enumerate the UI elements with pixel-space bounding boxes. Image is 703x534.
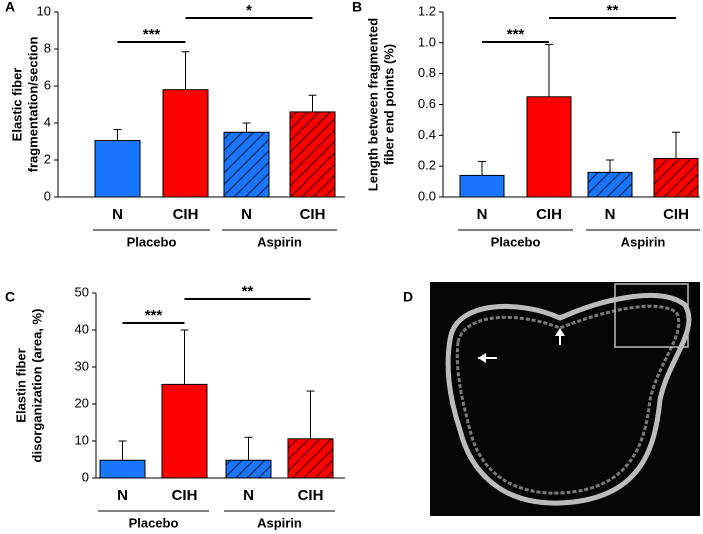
panel-label: B xyxy=(352,0,362,15)
bar xyxy=(587,171,633,198)
x-tick-label: CIH xyxy=(300,206,326,223)
significance-label: * xyxy=(246,2,252,19)
significance-label: ** xyxy=(242,283,254,300)
group-label: Placebo xyxy=(491,234,541,249)
y-tick-label: 40 xyxy=(75,321,89,336)
bar xyxy=(289,111,336,198)
y-tick-label: 0.0 xyxy=(418,188,436,203)
y-axis-label: Elastin fiber xyxy=(13,348,28,422)
y-axis-label: Elastic fiber xyxy=(9,68,24,142)
x-tick-label: CIH xyxy=(172,487,198,504)
y-tick-label: 4 xyxy=(44,114,51,129)
bar xyxy=(162,89,209,198)
significance-label: *** xyxy=(507,26,525,43)
x-tick-label: N xyxy=(605,206,616,223)
bar xyxy=(223,131,270,198)
y-tick-label: 20 xyxy=(75,395,89,410)
bar xyxy=(99,459,146,479)
panel-label: D xyxy=(403,289,413,305)
y-axis-label: fiber end points (%) xyxy=(381,44,396,165)
group-label: Aspirin xyxy=(257,234,302,249)
x-tick-label: CIH xyxy=(663,206,689,223)
bar xyxy=(225,459,272,479)
bar xyxy=(161,383,208,479)
bar xyxy=(526,96,572,198)
y-tick-label: 0.2 xyxy=(418,158,436,173)
micrograph xyxy=(430,282,700,516)
y-tick-label: 1.0 xyxy=(418,34,436,49)
x-tick-label: CIH xyxy=(173,206,199,223)
group-label: Aspirin xyxy=(257,515,302,530)
y-axis-label: fragmentation/section xyxy=(25,37,40,173)
y-tick-label: 10 xyxy=(75,432,89,447)
y-tick-label: 10 xyxy=(37,3,51,18)
y-tick-label: 1.2 xyxy=(418,3,436,18)
y-axis-label: disorganization (area, %) xyxy=(29,309,44,463)
y-tick-label: 0.6 xyxy=(418,96,436,111)
y-tick-label: 50 xyxy=(75,284,89,299)
y-tick-label: 0 xyxy=(44,188,51,203)
significance-label: ** xyxy=(607,2,619,19)
significance-label: *** xyxy=(145,307,163,324)
group-label: Placebo xyxy=(127,234,177,249)
y-tick-label: 0.4 xyxy=(418,127,436,142)
y-tick-label: 0 xyxy=(82,469,89,484)
bar xyxy=(653,157,699,198)
panel-label: A xyxy=(5,0,15,15)
panel-label: C xyxy=(5,289,15,305)
x-tick-label: N xyxy=(112,206,123,223)
y-tick-label: 30 xyxy=(75,358,89,373)
y-tick-label: 8 xyxy=(44,40,51,55)
x-tick-label: N xyxy=(243,487,254,504)
bar xyxy=(459,174,505,198)
x-tick-label: CIH xyxy=(536,206,562,223)
bar xyxy=(94,140,141,198)
y-tick-label: 2 xyxy=(44,151,51,166)
group-label: Aspirin xyxy=(621,234,666,249)
bar xyxy=(287,438,334,479)
y-tick-label: 0.8 xyxy=(418,65,436,80)
x-tick-label: N xyxy=(477,206,488,223)
x-tick-label: N xyxy=(117,487,128,504)
x-tick-label: CIH xyxy=(298,487,324,504)
significance-label: *** xyxy=(143,26,161,43)
y-axis-label: Length between fragmented xyxy=(365,18,380,191)
group-label: Placebo xyxy=(129,515,179,530)
y-tick-label: 6 xyxy=(44,77,51,92)
x-tick-label: N xyxy=(241,206,252,223)
